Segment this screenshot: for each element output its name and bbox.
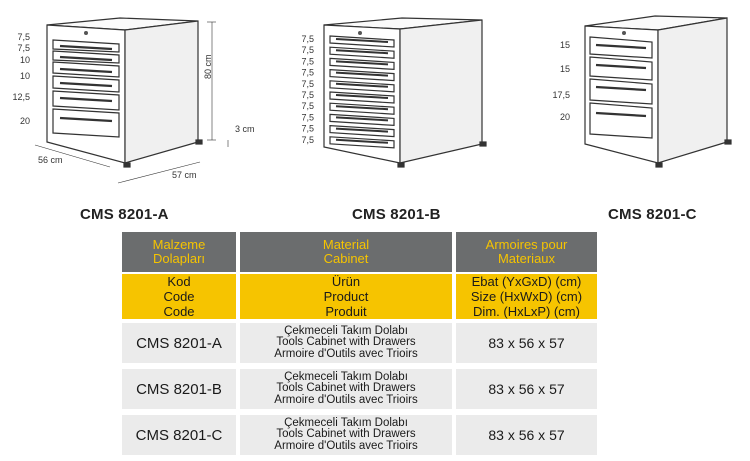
drawer-height-label: 20 bbox=[20, 116, 30, 126]
row-product: Çekmeceli Takım Dolabı Tools Cabinet with… bbox=[240, 415, 456, 461]
header-material: Material Cabinet bbox=[240, 232, 456, 274]
row-code: CMS 8201-C bbox=[122, 415, 240, 461]
row-code: CMS 8201-B bbox=[122, 369, 240, 415]
height-dimension: 80 cm bbox=[203, 54, 213, 79]
subheader-product: Ürün Product Produit bbox=[240, 274, 456, 323]
drawer-height-label: 17,5 bbox=[552, 90, 570, 100]
row-product: Çekmeceli Takım Dolabı Tools Cabinet with… bbox=[240, 369, 456, 415]
drawer-handle bbox=[335, 94, 389, 99]
drawer-front bbox=[329, 91, 395, 104]
drawer-height-label: 10 bbox=[20, 71, 30, 81]
row-product: Çekmeceli Takım Dolabı Tools Cabinet with… bbox=[240, 323, 456, 369]
cabinet-c-drawing bbox=[584, 15, 732, 168]
drawer-height-label: 7,5 bbox=[301, 101, 314, 111]
drawer-height-label: 7,5 bbox=[301, 90, 314, 100]
drawer-front bbox=[329, 113, 395, 127]
drawer-height-label: 7,5 bbox=[301, 34, 314, 44]
drawer-front bbox=[329, 68, 395, 82]
drawer-height-label: 7,5 bbox=[301, 124, 314, 134]
drawer-handle bbox=[335, 49, 389, 55]
drawer-front bbox=[329, 102, 395, 115]
drawer-height-label: 7,5 bbox=[301, 79, 314, 89]
drawer-height-label: 7,5 bbox=[301, 45, 314, 55]
specification-table: Malzeme Dolapları Material Cabinet Armoire… bbox=[122, 232, 597, 461]
drawer-front bbox=[329, 46, 395, 59]
drawer-handle bbox=[335, 127, 389, 133]
drawer-height-label: 7,5 bbox=[301, 135, 314, 145]
drawer-handle bbox=[335, 38, 389, 43]
row-dimensions: 83 x 56 x 57 bbox=[456, 369, 597, 415]
drawer-front bbox=[329, 136, 395, 149]
drawer-height-label: 15 bbox=[560, 40, 570, 50]
cabinet-drawings: 80 cm 3 cm 56 cm 57 cm 7,57,5101012,520 … bbox=[12, 15, 732, 184]
table-row: CMS 8201-B Çekmeceli Takım Dolabı Tools C… bbox=[122, 369, 597, 415]
table-subheader-row: Kod Code Code Ürün Product Produit Ebat (YxG… bbox=[122, 274, 597, 323]
drawer-height-label: 12,5 bbox=[12, 92, 30, 102]
model-label-b: CMS 8201-B bbox=[352, 206, 441, 223]
drawer-handle bbox=[335, 71, 389, 77]
drawer-front bbox=[329, 124, 395, 138]
row-code: CMS 8201-A bbox=[122, 323, 240, 369]
drawer-height-label: 10 bbox=[20, 55, 30, 65]
subheader-size: Ebat (YxGxD) (cm) Size (HxWxD) (cm) Dim. (… bbox=[456, 274, 597, 323]
model-label-c: CMS 8201-C bbox=[608, 206, 697, 223]
drawer-handle bbox=[335, 138, 389, 144]
row-dimensions: 83 x 56 x 57 bbox=[456, 323, 597, 369]
header-malzeme: Malzeme Dolapları bbox=[122, 232, 240, 274]
drawer-height-label: 15 bbox=[560, 64, 570, 74]
cabinet-b-drawer-labels: 7,57,57,57,57,57,57,57,57,57,5 bbox=[301, 34, 314, 145]
plinth-dimension: 3 cm bbox=[235, 124, 255, 134]
cabinet-c-drawer-labels: 15 15 17,5 20 bbox=[552, 40, 570, 122]
table-row: CMS 8201-C Çekmeceli Takım Dolabı Tools C… bbox=[122, 415, 597, 461]
cabinet-a-drawing bbox=[34, 17, 229, 184]
model-label-a: CMS 8201-A bbox=[80, 206, 169, 223]
depth-dimension: 56 cm bbox=[38, 155, 63, 165]
drawer-height-label: 7,5 bbox=[17, 43, 30, 53]
drawer-front bbox=[329, 57, 395, 71]
drawer-height-label: 7,5 bbox=[301, 56, 314, 66]
table-row: CMS 8201-A Çekmeceli Takım Dolabı Tools C… bbox=[122, 323, 597, 369]
drawer-handle bbox=[335, 82, 389, 88]
drawer-handle bbox=[335, 105, 389, 111]
drawer-height-label: 7,5 bbox=[301, 112, 314, 122]
subheader-code: Kod Code Code bbox=[122, 274, 240, 323]
drawer-height-label: 20 bbox=[560, 112, 570, 122]
drawer-front bbox=[329, 80, 395, 93]
cabinet-a-drawer-labels: 7,57,5 10 10 12,5 20 bbox=[12, 32, 30, 126]
drawer-front bbox=[329, 35, 395, 48]
cabinet-b-drawing bbox=[323, 17, 487, 168]
table-header-row: Malzeme Dolapları Material Cabinet Armoire… bbox=[122, 232, 597, 274]
drawer-handle bbox=[335, 116, 389, 122]
width-dimension: 57 cm bbox=[172, 170, 197, 180]
header-armoires: Armoires pour Materiaux bbox=[456, 232, 597, 274]
row-dimensions: 83 x 56 x 57 bbox=[456, 415, 597, 461]
drawer-handle bbox=[335, 60, 389, 66]
drawer-height-label: 7,5 bbox=[17, 32, 30, 42]
drawer-height-label: 7,5 bbox=[301, 68, 314, 78]
